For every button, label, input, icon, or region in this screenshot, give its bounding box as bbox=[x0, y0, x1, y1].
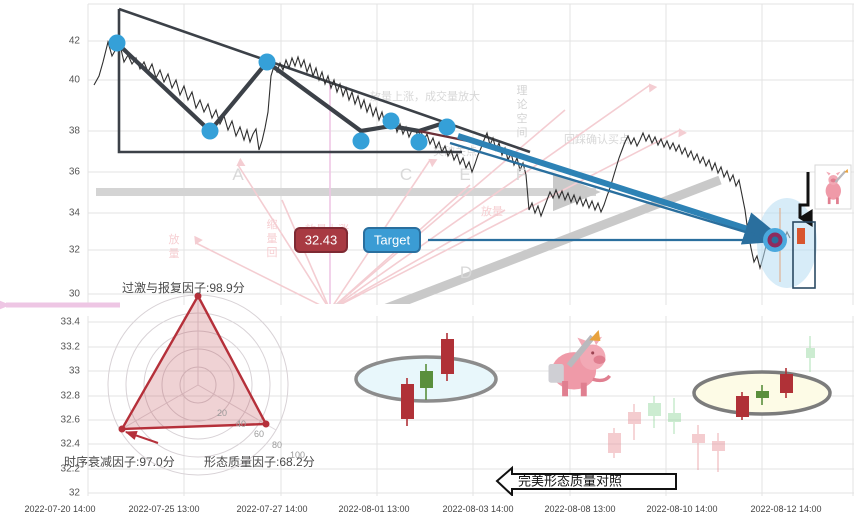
y-tick-top-5: 32 bbox=[69, 245, 81, 256]
radar-chart: 20 40 60 80 100 bbox=[107, 292, 305, 476]
wm-gray-label-2: 回踩确认买点 bbox=[564, 133, 630, 146]
blue-projection-arrow-2 bbox=[449, 141, 783, 245]
y-tick-top-4: 34 bbox=[69, 208, 81, 219]
y-tick-bot-6: 32.2 bbox=[61, 464, 81, 475]
y-tick-top-0: 42 bbox=[69, 36, 81, 47]
svg-text:放: 放 bbox=[169, 232, 180, 246]
x-tick-3: 2022-08-01 13:00 bbox=[338, 504, 409, 514]
letter-D: D bbox=[460, 263, 472, 282]
letter-E: E bbox=[459, 165, 470, 184]
pivot-dot bbox=[438, 118, 456, 136]
radar-tick-3: 80 bbox=[272, 440, 282, 450]
y-tick-bot-5: 32.4 bbox=[61, 439, 81, 450]
y-tick-top-1: 40 bbox=[69, 75, 81, 86]
y-tick-top-2: 38 bbox=[69, 126, 81, 137]
candle-faint-group bbox=[608, 336, 815, 472]
svg-text:空: 空 bbox=[517, 111, 528, 125]
radar-ticks: 20 40 60 80 100 bbox=[217, 408, 305, 460]
x-tick-2: 2022-07-27 14:00 bbox=[236, 504, 307, 514]
bullseye-marker bbox=[763, 228, 787, 252]
pivot-dot bbox=[258, 53, 276, 71]
grid-top bbox=[87, 3, 854, 305]
pattern-box bbox=[117, 9, 462, 154]
radar-tick-4: 100 bbox=[290, 450, 305, 460]
radar-area bbox=[119, 293, 268, 431]
svg-text:理: 理 bbox=[517, 84, 528, 97]
y-tick-top-3: 36 bbox=[69, 167, 81, 178]
y-tick-top-6: 30 bbox=[69, 289, 81, 300]
x-tick-7: 2022-08-12 14:00 bbox=[750, 504, 821, 514]
mascot-sprite-top bbox=[814, 164, 852, 210]
x-tick-1: 2022-07-25 13:00 bbox=[128, 504, 199, 514]
target-badge-label: Target bbox=[374, 232, 411, 247]
candle-strong-left bbox=[401, 333, 454, 426]
pink-ray-group bbox=[194, 82, 687, 304]
blue-projection-arrow bbox=[457, 133, 786, 245]
letter-B: B bbox=[333, 300, 344, 319]
letter-C: C bbox=[400, 165, 412, 184]
pivot-dots bbox=[108, 34, 456, 151]
price-badge-label: 32.43 bbox=[305, 232, 338, 247]
pivot-dot bbox=[108, 34, 126, 52]
radar-pointer-arrow bbox=[124, 430, 159, 444]
target-badge[interactable]: Target bbox=[363, 227, 421, 253]
comparison-banner-label: 完美形态质量对照 bbox=[518, 473, 622, 488]
svg-text:量: 量 bbox=[169, 247, 180, 260]
gray-rising-band bbox=[384, 175, 722, 304]
letter-F: F bbox=[516, 165, 526, 184]
svg-text:回: 回 bbox=[267, 246, 278, 259]
y-tick-bot-2: 33 bbox=[69, 366, 81, 377]
pivot-dot bbox=[382, 112, 400, 130]
comparison-banner: 完美形态质量对照 bbox=[495, 465, 677, 496]
last-candle-outline bbox=[792, 221, 816, 289]
radar-vertex bbox=[262, 420, 270, 428]
pivot-dot bbox=[201, 122, 219, 140]
price-line bbox=[93, 39, 791, 271]
radar-tick-2: 60 bbox=[254, 429, 264, 439]
radar-label-bottom-left: 时序衰减因子:97.0分 bbox=[64, 454, 175, 469]
y-tick-bot-0: 33.4 bbox=[61, 317, 81, 328]
last-candle-body bbox=[797, 228, 805, 244]
radar-tick-0: 20 bbox=[217, 408, 227, 418]
svg-text:间: 间 bbox=[517, 126, 528, 139]
x-tick-5: 2022-08-08 13:00 bbox=[544, 504, 615, 514]
radar-vertex bbox=[118, 425, 126, 433]
svg-text:缩: 缩 bbox=[267, 218, 278, 231]
pivot-dot bbox=[352, 132, 370, 150]
radar-vertex bbox=[194, 292, 202, 300]
x-tick-4: 2022-08-03 14:00 bbox=[442, 504, 513, 514]
wm-gray-label-0: 放量上涨，成交量放大 bbox=[370, 89, 480, 103]
x-tick-0: 2022-07-20 14:00 bbox=[24, 504, 95, 514]
y-axis-top: 42 40 38 36 34 32 30 bbox=[69, 36, 81, 300]
y-axis-bottom: 33.4 33.2 33 32.8 32.6 32.4 32.2 32 bbox=[61, 317, 81, 499]
y-tick-bot-3: 32.8 bbox=[61, 391, 81, 402]
y-tick-bot-7: 32 bbox=[69, 488, 81, 499]
x-tick-6: 2022-08-10 14:00 bbox=[646, 504, 717, 514]
grid-bottom bbox=[87, 316, 854, 496]
wm-pink-label-3: 放量 bbox=[481, 204, 503, 218]
candle-strong-right bbox=[736, 368, 793, 420]
svg-text:论: 论 bbox=[517, 97, 528, 111]
letter-A: A bbox=[232, 165, 244, 184]
mascot-sprite-bottom bbox=[548, 330, 612, 397]
pivot-letters: A C E F B D bbox=[232, 165, 526, 319]
radar-label-top: 过激与报复因子:98.9分 bbox=[122, 280, 245, 295]
y-tick-bot-1: 33.2 bbox=[61, 342, 81, 353]
radar-label-bottom-right: 形态质量因子:68.2分 bbox=[204, 455, 315, 469]
svg-text:量: 量 bbox=[267, 232, 278, 245]
radar-tick-1: 40 bbox=[236, 419, 246, 429]
wm-vertical-theory-space: 理论 空间 bbox=[517, 84, 528, 139]
entry-arrow bbox=[798, 172, 813, 227]
price-badge[interactable]: 32.43 bbox=[294, 227, 348, 253]
y-tick-bot-4: 32.6 bbox=[61, 415, 81, 426]
x-axis: 2022-07-20 14:00 2022-07-25 13:00 2022-0… bbox=[24, 504, 821, 514]
pivot-dot bbox=[410, 133, 428, 151]
